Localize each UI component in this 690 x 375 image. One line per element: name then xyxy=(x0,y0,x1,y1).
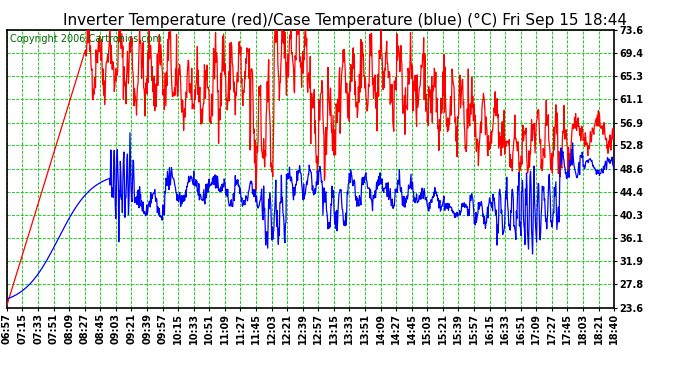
Text: Inverter Temperature (red)/Case Temperature (blue) (°C) Fri Sep 15 18:44: Inverter Temperature (red)/Case Temperat… xyxy=(63,13,627,28)
Text: Copyright 2006 Cartronics.com: Copyright 2006 Cartronics.com xyxy=(10,34,162,44)
